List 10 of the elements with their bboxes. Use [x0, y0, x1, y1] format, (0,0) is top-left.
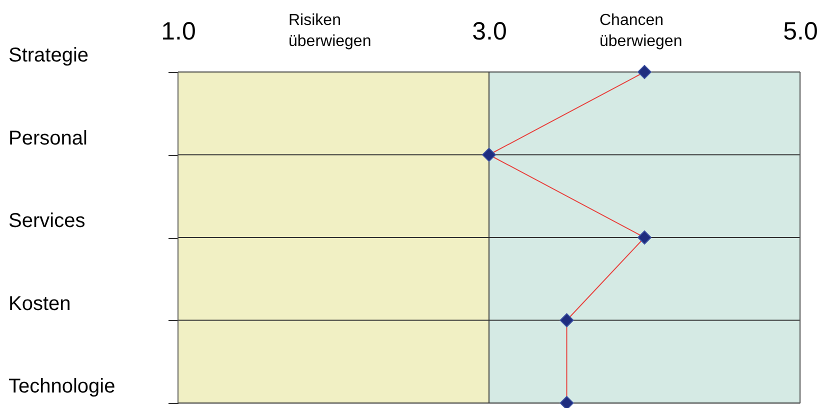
band-label: Chancen überwiegen: [600, 12, 682, 50]
y-tick-label: Kosten: [8, 292, 71, 315]
y-tick-label: Strategie: [8, 44, 89, 66]
band-label: Risiken überwiegen: [288, 12, 372, 50]
x-tick-label: 3.0: [472, 18, 507, 46]
y-tick-label: Services: [8, 210, 86, 232]
y-tick-label: Technologie: [8, 376, 116, 398]
x-tick-label: 1.0: [161, 18, 196, 46]
x-tick-label: 5.0: [783, 18, 818, 46]
y-tick-label: Personal: [8, 127, 88, 150]
